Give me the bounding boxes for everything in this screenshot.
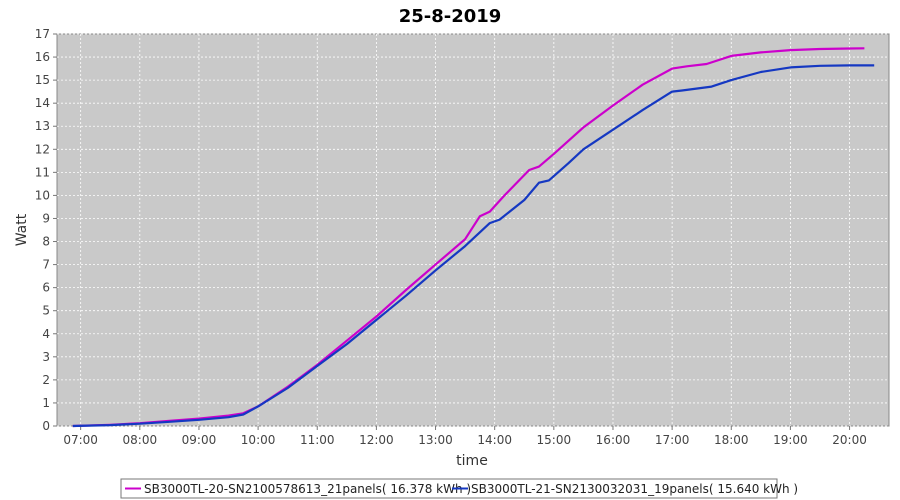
x-tick-label: 15:00 <box>537 433 572 447</box>
x-tick-label: 14:00 <box>477 433 512 447</box>
x-tick-label: 12:00 <box>359 433 394 447</box>
y-tick-label: 14 <box>35 96 50 110</box>
x-tick-label: 16:00 <box>596 433 631 447</box>
y-tick-label: 3 <box>42 350 50 364</box>
x-tick-label: 17:00 <box>655 433 690 447</box>
y-tick-label: 17 <box>35 27 50 41</box>
y-tick-label: 4 <box>42 327 50 341</box>
y-tick-label: 1 <box>42 396 50 410</box>
series-lines <box>72 47 875 428</box>
x-tick-label: 18:00 <box>714 433 749 447</box>
x-tick-label: 13:00 <box>418 433 453 447</box>
legend-label-series-1: SB3000TL-20-SN2100578613_21panels( 16.37… <box>144 482 471 496</box>
chart-title: 25-8-2019 <box>399 6 502 27</box>
legend-label-series-2: SB3000TL-21-SN2130032031_19panels( 15.64… <box>471 482 798 496</box>
x-tick-label: 07:00 <box>63 433 98 447</box>
legend-box <box>120 478 778 499</box>
plot-area <box>56 33 890 427</box>
x-tick-label: 20:00 <box>832 433 867 447</box>
y-tick-label: 10 <box>35 188 50 202</box>
y-tick-label: 0 <box>42 419 50 433</box>
y-tick-label: 16 <box>35 50 50 64</box>
x-tick-label: 19:00 <box>773 433 808 447</box>
x-tick-label: 11:00 <box>300 433 335 447</box>
legend: SB3000TL-20-SN2100578613_21panels( 16.37… <box>120 478 798 499</box>
series-line-2 <box>72 64 875 428</box>
x-tick-label: 09:00 <box>182 433 217 447</box>
x-axis: 07:00 08:00 09:00 10:00 11:00 12:00 13:00 14:00… <box>63 426 867 447</box>
x-tick-label: 10:00 <box>241 433 276 447</box>
y-tick-label: 13 <box>35 119 50 133</box>
y-tick-label: 8 <box>42 235 50 249</box>
y-axis-label: Watt <box>14 213 30 246</box>
grid <box>57 33 889 427</box>
y-tick-label: 7 <box>42 258 50 272</box>
y-tick-label: 11 <box>35 165 50 179</box>
y-tick-label: 2 <box>42 373 50 387</box>
x-tick-label: 08:00 <box>123 433 158 447</box>
x-axis-label: time <box>456 453 488 469</box>
y-tick-label: 12 <box>35 142 50 156</box>
y-tick-label: 6 <box>42 281 50 295</box>
y-tick-label: 9 <box>42 211 50 225</box>
series-line-1 <box>72 47 865 428</box>
y-tick-label: 15 <box>35 73 50 87</box>
y-tick-label: 5 <box>42 304 50 318</box>
